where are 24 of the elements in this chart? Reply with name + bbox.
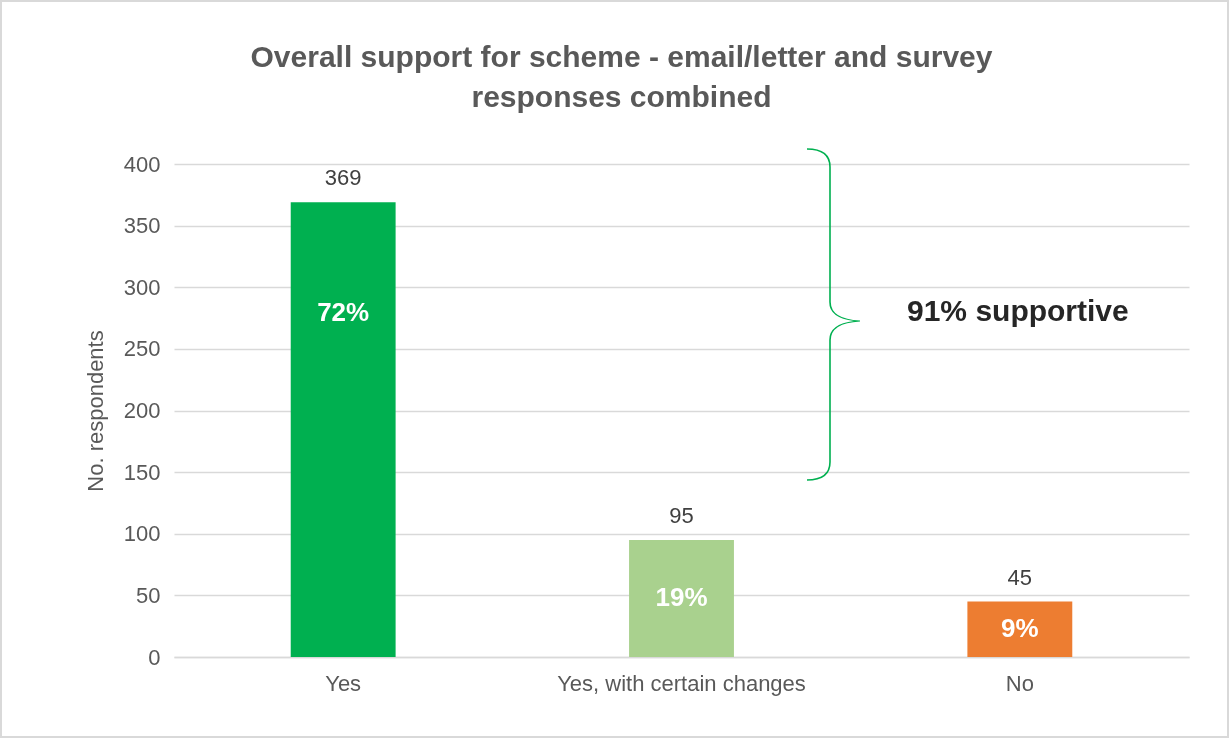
chart-title: Overall support for scheme - email/letter and survey responses combined [250,40,993,113]
y-tick-label: 200 [123,398,161,423]
x-tick-label: Yes, with certain changes [557,670,806,696]
annotation: 9% [1001,613,1039,644]
x-tick-label: Yes [325,670,362,696]
annotation: 91% supportive [907,294,1129,327]
data-label: 369 [324,165,362,191]
x-tick-label: No [1005,670,1034,696]
data-label: 45 [1007,564,1033,590]
y-tick-label: 300 [123,274,161,300]
y-tick-label: 150 [123,459,161,485]
y-tick-label: 350 [123,213,161,239]
y-tick-label: 50 [136,582,161,608]
y-axis-title: No. respondents [82,330,108,492]
annotation: 72% [317,297,370,328]
y-tick-label: 0 [148,644,161,670]
bar [290,202,396,657]
data-label: 95 [669,502,694,528]
annotation: 19% [655,582,708,613]
y-tick-label: 250 [123,336,161,362]
y-tick-label: 100 [123,521,161,547]
bar [629,539,734,657]
y-tick-label: 400 [123,151,161,177]
bar [967,601,1073,657]
